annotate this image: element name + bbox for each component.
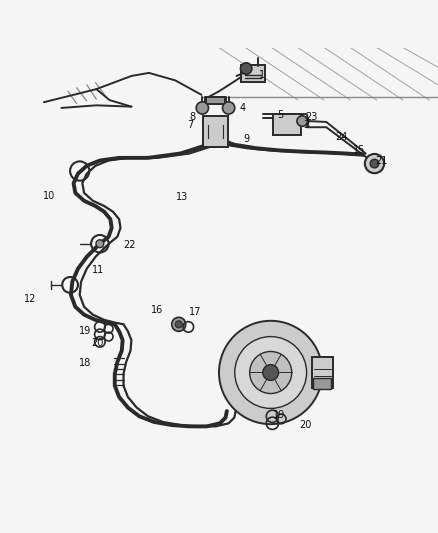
Text: 10: 10	[43, 191, 55, 201]
Circle shape	[172, 317, 186, 332]
Circle shape	[223, 102, 235, 114]
Text: 1: 1	[259, 70, 265, 79]
Bar	[241, 66, 265, 82]
Circle shape	[263, 365, 279, 381]
Bar	[314, 378, 331, 389]
Text: 9: 9	[243, 134, 249, 143]
Circle shape	[235, 336, 307, 408]
Circle shape	[370, 159, 379, 168]
Bar	[272, 114, 301, 135]
Text: 18: 18	[79, 358, 92, 368]
Circle shape	[250, 351, 292, 393]
Text: 7: 7	[187, 120, 194, 130]
Text: 16: 16	[151, 305, 163, 316]
Circle shape	[175, 321, 182, 328]
Text: 17: 17	[189, 308, 201, 318]
Circle shape	[196, 102, 208, 114]
Circle shape	[219, 321, 322, 424]
Text: 12: 12	[24, 294, 36, 304]
Text: 24: 24	[336, 132, 348, 142]
Text: 19: 19	[79, 326, 92, 336]
Text: 20: 20	[91, 338, 103, 348]
Text: 20: 20	[300, 420, 312, 430]
Text: 3: 3	[304, 120, 310, 131]
Text: 8: 8	[190, 112, 196, 122]
Text: 21: 21	[375, 156, 387, 166]
Text: 5: 5	[277, 109, 283, 119]
Bar	[312, 357, 333, 388]
Bar	[203, 116, 228, 147]
Circle shape	[297, 116, 307, 126]
Text: 4: 4	[240, 103, 246, 113]
Text: 19: 19	[273, 410, 286, 421]
Text: 15: 15	[353, 146, 365, 156]
Text: 13: 13	[176, 192, 188, 203]
Circle shape	[365, 154, 384, 173]
Circle shape	[240, 63, 252, 74]
Text: 23: 23	[306, 112, 318, 122]
Bar	[206, 98, 225, 104]
Circle shape	[96, 240, 104, 248]
Text: 22: 22	[123, 240, 135, 249]
Text: 11: 11	[92, 265, 105, 275]
